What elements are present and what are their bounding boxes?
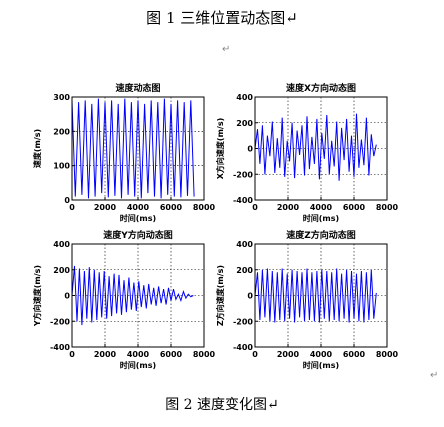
x-axis-label: 时间(ms): [303, 213, 339, 223]
chart-1: 速度动态图 0 2000 4000 6000 8000 0 100 200 300 时间(ms) 速度…: [32, 82, 216, 223]
figure-2-caption: 图 2 速度变化图↵: [165, 397, 279, 413]
y-tick-label: -400: [233, 343, 253, 352]
x-tick-label: 2000: [94, 203, 117, 212]
x-tick-label: 0: [69, 350, 75, 359]
chart-4: 速度Z方向动态图 0 2000 4000 6000 8000 -400 -200 0 200 400…: [215, 229, 399, 370]
y-axis-label: X方向速度(m/s): [215, 118, 225, 180]
x-tick-label: 0: [252, 350, 258, 359]
x-tick-label: 2000: [94, 350, 117, 359]
x-tick-label: 6000: [160, 203, 183, 212]
x-axis-label: 时间(ms): [120, 213, 156, 223]
y-tick-label: -200: [50, 317, 70, 326]
y-tick-label: 0: [64, 292, 70, 301]
series-line: [254, 268, 377, 323]
figure-1-caption: 图 1 三维位置动态图↵: [146, 9, 298, 27]
x-tick-label: 6000: [160, 350, 183, 359]
x-tick-label: 8000: [193, 350, 216, 359]
chart-title: 速度X方向动态图: [286, 82, 356, 94]
y-tick-label: 300: [53, 93, 70, 102]
chart-title: 速度动态图: [115, 82, 160, 94]
series-line: [71, 98, 195, 199]
y-tick-label: 400: [236, 240, 253, 249]
series-line: [71, 265, 194, 326]
y-axis-label: Z方向速度(m/s): [215, 265, 225, 326]
x-tick-label: 8000: [376, 350, 399, 359]
x-tick-label: 4000: [127, 350, 150, 359]
y-tick-label: 0: [247, 292, 253, 301]
y-axis-label: Y方向速度(m/s): [32, 265, 42, 327]
series-line: [254, 113, 377, 181]
x-tick-label: 4000: [127, 203, 150, 212]
chart-title: 速度Z方向动态图: [286, 229, 356, 241]
x-tick-label: 8000: [376, 203, 399, 212]
y-tick-label: 0: [64, 196, 70, 205]
y-tick-label: 200: [236, 266, 253, 275]
y-tick-label: 400: [53, 240, 70, 249]
paragraph-mark-right: ↵: [430, 370, 439, 381]
y-tick-label: 200: [53, 266, 70, 275]
y-tick-label: 100: [53, 162, 70, 171]
chart-title: 速度Y方向动态图: [103, 229, 173, 241]
x-axis-label: 时间(ms): [120, 360, 156, 370]
y-tick-label: -200: [233, 170, 253, 179]
x-tick-label: 0: [69, 203, 75, 212]
chart-3: 速度Y方向动态图 0 2000 4000 6000 8000 -400 -200 0 200 400…: [32, 229, 216, 370]
y-tick-label: 0: [247, 145, 253, 154]
x-tick-label: 6000: [343, 203, 366, 212]
chart-2: 速度X方向动态图 0 2000 4000 6000 8000 -400 -200 0 200 400…: [215, 82, 399, 223]
x-tick-label: 6000: [343, 350, 366, 359]
x-tick-label: 4000: [310, 350, 333, 359]
paragraph-mark: ↵: [222, 44, 231, 55]
x-tick-label: 2000: [277, 350, 300, 359]
y-tick-label: -400: [233, 196, 253, 205]
y-axis-label: 速度(m/s): [32, 129, 42, 168]
x-tick-label: 0: [252, 203, 258, 212]
x-tick-label: 8000: [193, 203, 216, 212]
y-tick-label: 200: [236, 119, 253, 128]
x-tick-label: 2000: [277, 203, 300, 212]
x-axis-label: 时间(ms): [303, 360, 339, 370]
y-tick-label: 200: [53, 127, 70, 136]
y-tick-label: -400: [50, 343, 70, 352]
y-tick-label: 400: [236, 93, 253, 102]
y-tick-label: -200: [233, 317, 253, 326]
x-tick-label: 4000: [310, 203, 333, 212]
